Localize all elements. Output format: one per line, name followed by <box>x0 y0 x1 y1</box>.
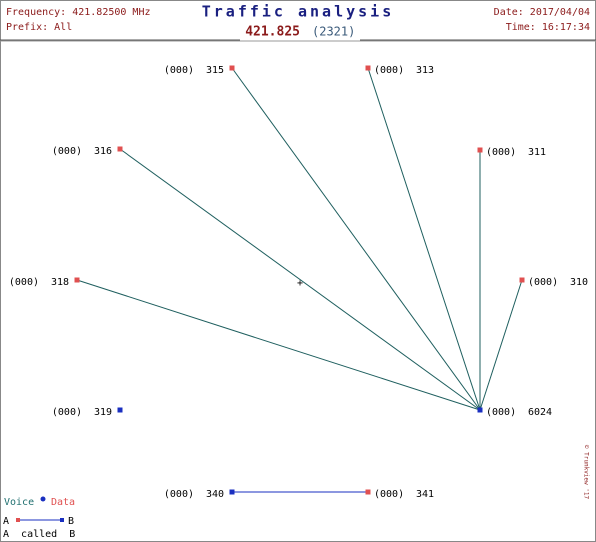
node-prefix: (000) <box>486 407 516 418</box>
count: (2321) <box>312 25 355 39</box>
channel: 421.825 <box>245 25 300 40</box>
node-id: 310 <box>570 277 588 288</box>
node-prefix: (000) <box>374 65 404 76</box>
node-id: 318 <box>51 277 69 288</box>
legend-b: B <box>68 516 74 527</box>
node-prefix: (000) <box>164 489 194 500</box>
node-prefix: (000) <box>164 65 194 76</box>
node-prefix: (000) <box>374 489 404 500</box>
link <box>479 279 523 411</box>
node <box>229 65 235 71</box>
date: Date: 2017/04/04 <box>494 7 590 18</box>
title: Traffic analysis <box>202 3 395 21</box>
node-id: 6024 <box>528 407 552 418</box>
node-prefix: (000) <box>9 277 39 288</box>
node <box>519 277 525 283</box>
node <box>229 489 235 495</box>
node <box>477 147 483 153</box>
node <box>74 277 80 283</box>
node-id: 311 <box>528 147 546 158</box>
legend-a-mark <box>16 518 20 522</box>
time: Time: 16:17:34 <box>506 22 590 33</box>
node <box>365 489 371 495</box>
legend-b-mark <box>60 518 64 522</box>
legend-caption: A called B <box>3 529 75 540</box>
node-id: 313 <box>416 65 434 76</box>
legend-voice: Voice <box>4 497 34 508</box>
link <box>76 279 481 411</box>
node-prefix: (000) <box>528 277 558 288</box>
node <box>117 407 123 413</box>
node-id: 315 <box>206 65 224 76</box>
node-prefix: (000) <box>486 147 516 158</box>
node <box>477 407 483 413</box>
link <box>119 148 481 411</box>
legend-a: A <box>3 516 9 527</box>
legend-dot <box>40 496 46 502</box>
watermark: © Trunkview '17 <box>583 445 590 500</box>
node-id: 341 <box>416 489 434 500</box>
link <box>231 67 481 411</box>
node-id: 340 <box>206 489 224 500</box>
crosshair: + <box>297 278 303 289</box>
node-prefix: (000) <box>52 407 82 418</box>
node-prefix: (000) <box>52 146 82 157</box>
node <box>365 65 371 71</box>
frequency: Frequency: 421.82500 MHz <box>6 7 151 18</box>
node-id: 319 <box>94 407 112 418</box>
node <box>117 146 123 152</box>
prefix: Prefix: All <box>6 22 72 33</box>
link <box>367 67 481 411</box>
node-id: 316 <box>94 146 112 157</box>
legend-data: Data <box>51 497 75 508</box>
